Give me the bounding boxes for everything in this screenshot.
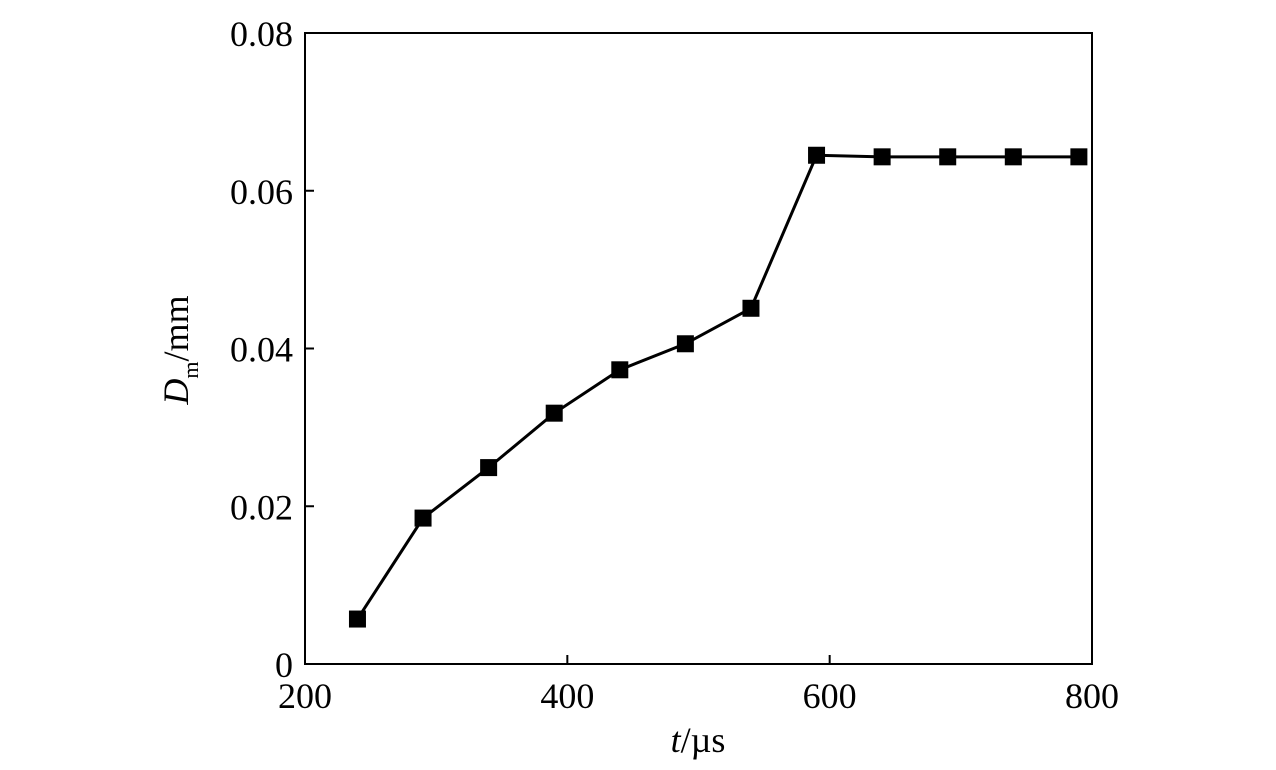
data-point [742, 299, 760, 317]
data-point [676, 335, 694, 353]
data-point [1070, 148, 1088, 166]
y-axis-var: D [156, 379, 196, 406]
data-point [545, 404, 563, 422]
data-markers [348, 146, 1088, 628]
data-point [480, 459, 498, 477]
x-tick-label: 600 [803, 676, 857, 716]
y-tick-label: 0 [275, 645, 293, 685]
ticks [304, 32, 1093, 665]
data-point [348, 610, 366, 628]
y-axis-label: Dm/mm [156, 295, 203, 405]
x-axis-var: t [671, 720, 682, 760]
x-axis-unit: /µs [681, 720, 726, 760]
svg-text:Dm/mm: Dm/mm [156, 295, 203, 405]
x-axis-label: t/µs [671, 720, 726, 760]
data-point [873, 148, 891, 166]
tick-labels: 200 400 600 800 0 0.02 0.04 0.06 0.08 [230, 14, 1119, 716]
series-line [356, 153, 1079, 620]
x-tick-label: 400 [540, 676, 594, 716]
x-tick-label: 800 [1065, 676, 1119, 716]
plot-frame [304, 32, 1093, 665]
y-axis-subscript: m [178, 361, 203, 378]
y-tick-label: 0.06 [230, 172, 293, 212]
data-point [939, 148, 957, 166]
y-tick-label: 0.04 [230, 330, 293, 370]
data-point [414, 509, 432, 527]
x-tick-label: 200 [278, 676, 332, 716]
data-point [1004, 148, 1022, 166]
y-tick-label: 0.02 [230, 487, 293, 527]
y-axis-unit: /mm [156, 295, 196, 361]
data-point [611, 361, 629, 379]
data-point [808, 146, 826, 164]
y-tick-label: 0.08 [230, 14, 293, 54]
